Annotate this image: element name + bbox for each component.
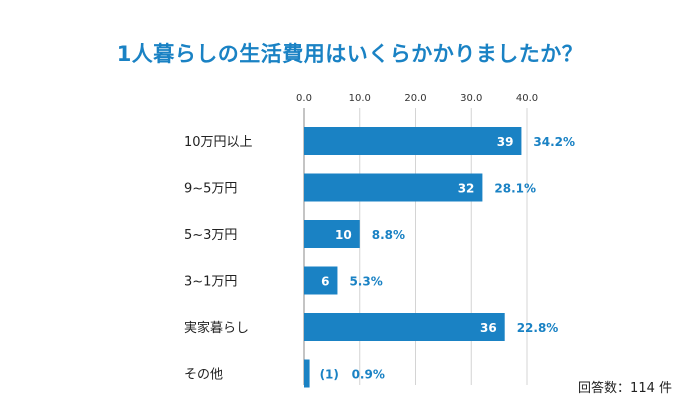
data-label-percent: 28.1% [494,182,536,196]
data-label-percent: 22.8% [517,321,559,335]
category-label: 5~3万円 [184,228,237,243]
x-tick-label: 20.0 [404,93,426,104]
category-label: 10万円以上 [184,135,253,150]
x-tick-label: 10.0 [349,93,371,104]
category-label: その他 [184,368,223,383]
bar [304,266,338,295]
bar [304,127,522,155]
bar [304,359,310,388]
x-tick-label: 30.0 [460,93,482,104]
data-label-count: 36 [480,321,497,335]
data-label-percent: 8.8% [372,228,405,242]
bar [304,173,483,202]
category-label: 3~1万円 [184,275,237,290]
data-label-percent: 0.9% [352,368,385,382]
x-tick-label: 40.0 [516,93,538,104]
data-label-count: 10 [335,228,352,242]
data-label-percent: 5.3% [349,275,382,289]
x-tick-label: 0.0 [296,93,312,104]
bar [304,220,360,248]
category-label: 9~5万円 [184,182,237,197]
data-label-percent: 34.2% [533,135,575,149]
data-label-count: 32 [458,182,475,196]
chart-title: 1人暮らしの生活費用はいくらかかりましたか？ [116,42,584,66]
sample-size-note: 回答数：114 件 [578,381,672,396]
data-label-count: 39 [497,135,514,149]
bar [304,313,505,341]
category-label: 実家暮らし [184,320,249,336]
data-label-count: 6 [321,275,329,289]
data-label-count: (1) [320,368,339,382]
